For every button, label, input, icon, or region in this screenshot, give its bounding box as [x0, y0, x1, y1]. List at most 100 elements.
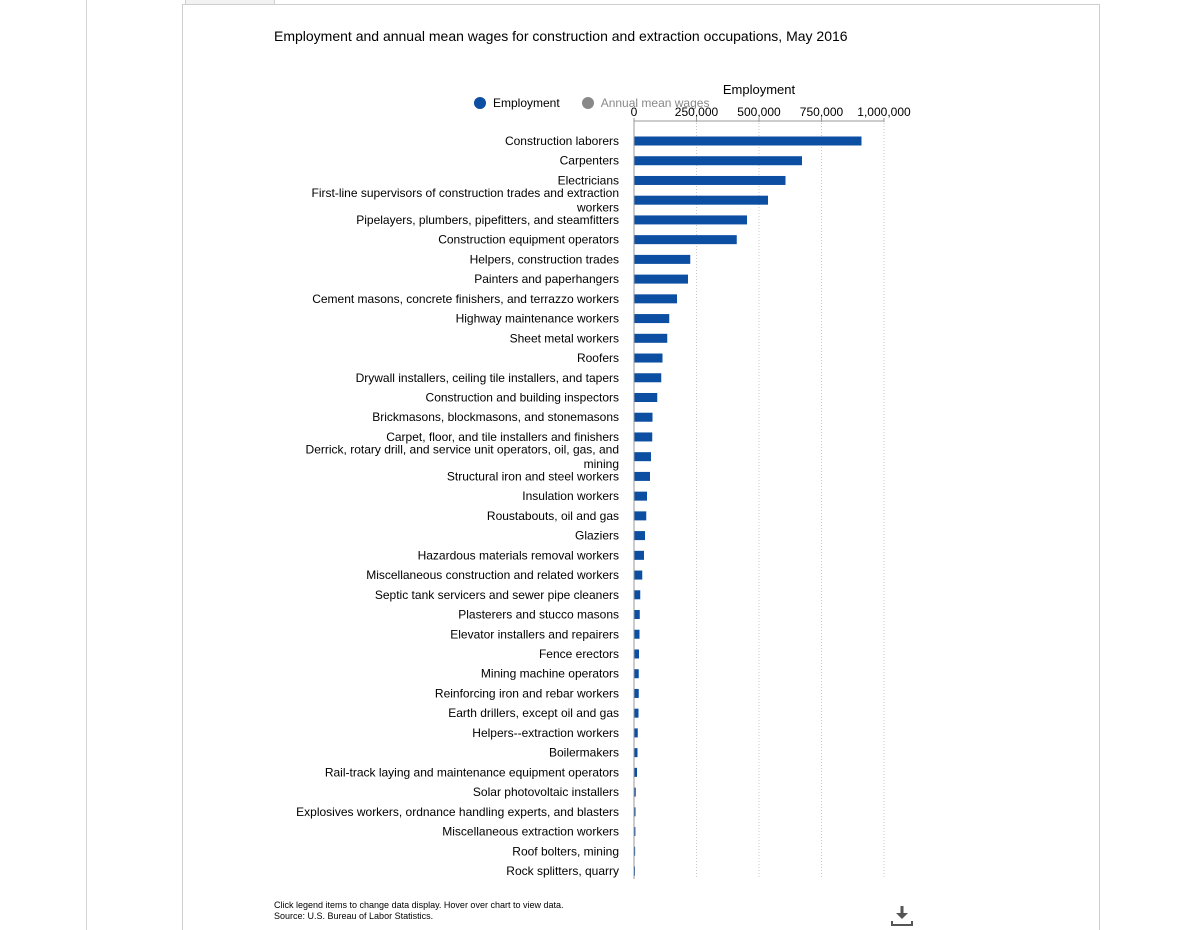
category-label: Explosives workers, ordnance handling ex… [296, 805, 619, 819]
bar[interactable] [634, 669, 639, 679]
bar[interactable] [634, 708, 639, 718]
bar[interactable] [634, 254, 691, 264]
bar[interactable] [634, 610, 640, 620]
category-label: Helpers--extraction workers [472, 726, 619, 740]
category-label: Electricians [558, 173, 619, 187]
category-label: Rail-track laying and maintenance equipm… [325, 765, 619, 779]
bar[interactable] [634, 511, 647, 521]
legend-item-employment[interactable]: Employment [474, 96, 560, 110]
category-label: Miscellaneous extraction workers [442, 825, 619, 839]
bar[interactable] [634, 471, 650, 481]
category-label: Derrick, rotary drill, and service unit … [306, 442, 619, 456]
legend-label-employment: Employment [493, 96, 560, 110]
bar[interactable] [634, 570, 643, 580]
category-label: Painters and paperhangers [474, 272, 619, 286]
bar[interactable] [634, 274, 688, 284]
category-label: workers [576, 200, 619, 214]
footer-instruction: Click legend items to change data displa… [274, 900, 564, 910]
category-label: Carpenters [560, 154, 619, 168]
category-label: Reinforcing iron and rebar workers [435, 686, 619, 700]
category-label: Elevator installers and repairers [450, 627, 619, 641]
bar[interactable] [634, 827, 636, 837]
legend-dot-employment [474, 97, 486, 109]
x-tick-label: 0 [631, 105, 638, 119]
page-edge [86, 0, 87, 930]
bar[interactable] [634, 748, 638, 758]
category-label: Earth drillers, except oil and gas [448, 706, 619, 720]
axis-layer: Employment 0 250,000 500,000 750,000 1,000,0… [631, 82, 911, 879]
bar[interactable] [634, 333, 668, 343]
bar[interactable] [634, 156, 802, 166]
bar[interactable] [634, 452, 651, 462]
category-label: First-line supervisors of construction t… [312, 186, 619, 200]
category-label: Glaziers [575, 529, 619, 543]
bar[interactable] [634, 195, 768, 205]
category-label: Solar photovoltaic installers [473, 785, 619, 799]
category-label: Construction equipment operators [438, 233, 619, 247]
legend-dot-annual-mean-wages [581, 97, 594, 109]
grid-layer [696, 120, 885, 879]
category-label: Sheet metal workers [510, 331, 619, 345]
x-tick-label: 1,000,000 [857, 105, 911, 119]
category-label: Roustabouts, oil and gas [487, 509, 619, 523]
category-label: Fence erectors [539, 647, 619, 661]
bar[interactable] [634, 314, 670, 324]
x-axis-title: Employment [723, 82, 796, 97]
category-label: Brickmasons, blockmasons, and stonemason… [372, 410, 619, 424]
bar[interactable] [634, 215, 747, 225]
bar[interactable] [634, 294, 677, 304]
bar[interactable] [634, 807, 636, 817]
category-label: Mining machine operators [481, 667, 619, 681]
bar-layer [634, 136, 862, 876]
footer-source: Source: U.S. Bureau of Labor Statistics. [274, 911, 434, 921]
category-label-layer: Construction laborers Carpenters Electrici… [296, 134, 619, 878]
category-label: Drywall installers, ceiling tile install… [356, 371, 619, 385]
download-icon[interactable] [890, 904, 914, 928]
bar[interactable] [634, 392, 658, 402]
footer-note: Click legend items to change data displa… [274, 900, 563, 922]
bar[interactable] [634, 767, 637, 777]
chart-title: Employment and annual mean wages for con… [274, 28, 848, 44]
category-label: Boilermakers [549, 746, 619, 760]
bar[interactable] [634, 353, 663, 363]
category-label: Cement masons, concrete finishers, and t… [312, 292, 619, 306]
bar[interactable] [634, 728, 638, 738]
category-label: mining [584, 457, 619, 471]
chart-legend: Employment Annual mean wages [474, 95, 709, 111]
bar[interactable] [634, 531, 645, 541]
bar[interactable] [634, 590, 641, 600]
category-label: Insulation workers [522, 489, 619, 503]
category-label: Structural iron and steel workers [447, 469, 619, 483]
bar[interactable] [634, 629, 640, 639]
bar[interactable] [634, 550, 644, 560]
category-label: Roof bolters, mining [512, 844, 619, 858]
category-label: Highway maintenance workers [456, 312, 619, 326]
bar[interactable] [634, 846, 636, 856]
category-label: Helpers, construction trades [470, 252, 619, 266]
x-tick-label: 750,000 [800, 105, 844, 119]
bar[interactable] [634, 787, 636, 797]
category-label: Carpet, floor, and tile installers and f… [386, 430, 619, 444]
bar[interactable] [634, 136, 862, 146]
bar[interactable] [634, 175, 786, 185]
category-label: Construction and building inspectors [426, 390, 619, 404]
bar[interactable] [634, 235, 737, 245]
category-label: Pipelayers, plumbers, pipefitters, and s… [356, 213, 619, 227]
bar[interactable] [634, 649, 639, 659]
category-label: Rock splitters, quarry [506, 864, 619, 878]
bar[interactable] [634, 491, 647, 501]
category-label: Roofers [577, 351, 619, 365]
bar[interactable] [634, 412, 653, 422]
bar[interactable] [634, 373, 662, 383]
category-label: Miscellaneous construction and related w… [366, 568, 619, 582]
x-tick-label: 500,000 [737, 105, 781, 119]
category-label: Septic tank servicers and sewer pipe cle… [375, 588, 619, 602]
x-tick-label: 250,000 [675, 105, 719, 119]
category-label: Hazardous materials removal workers [418, 548, 619, 562]
bar[interactable] [634, 432, 653, 442]
legend-item-annual-mean-wages[interactable]: Annual mean wages [581, 96, 710, 110]
legend-label-annual-mean-wages: Annual mean wages [600, 96, 710, 110]
category-label: Plasterers and stucco masons [458, 608, 619, 622]
bar[interactable] [634, 688, 639, 698]
